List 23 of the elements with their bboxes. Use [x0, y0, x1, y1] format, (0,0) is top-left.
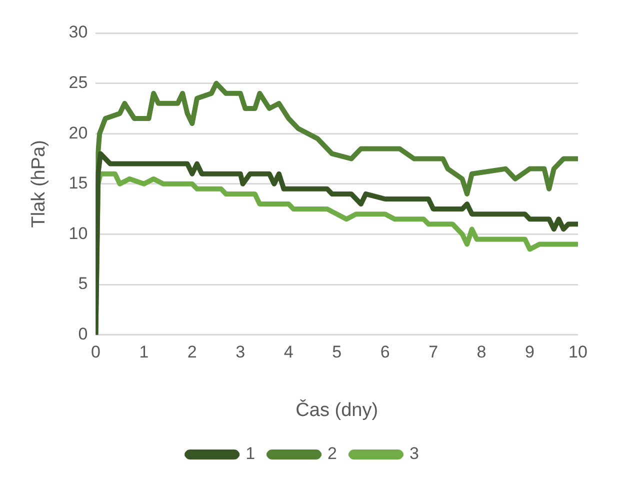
- x-axis-title: Čas (dny): [296, 398, 378, 421]
- y-tick-label: 15: [68, 174, 88, 193]
- x-tick-label: 7: [428, 342, 438, 362]
- y-tick-label: 0: [78, 324, 88, 344]
- y-tick-label: 5: [78, 274, 88, 294]
- legend-label: 2: [328, 444, 337, 464]
- x-tick-label: 5: [332, 342, 342, 362]
- x-tick-label: 6: [380, 342, 390, 362]
- x-tick-label: 8: [476, 342, 486, 362]
- y-tick-label: 20: [68, 123, 88, 142]
- legend-label: 3: [409, 444, 419, 464]
- x-tick-label: 2: [187, 342, 197, 362]
- x-tick-label: 9: [525, 342, 535, 362]
- y-tick-label: 25: [68, 72, 88, 92]
- x-tick-label: 10: [568, 342, 588, 362]
- x-tick-label: 0: [90, 342, 100, 362]
- legend-label: 1: [246, 444, 256, 464]
- x-tick-label: 3: [236, 342, 246, 362]
- y-tick-label: 30: [68, 22, 88, 42]
- x-tick-label: 1: [139, 342, 149, 362]
- y-axis-title: Tlak (hPa): [28, 140, 50, 228]
- y-tick-label: 10: [68, 224, 88, 243]
- x-tick-label: 4: [284, 342, 294, 362]
